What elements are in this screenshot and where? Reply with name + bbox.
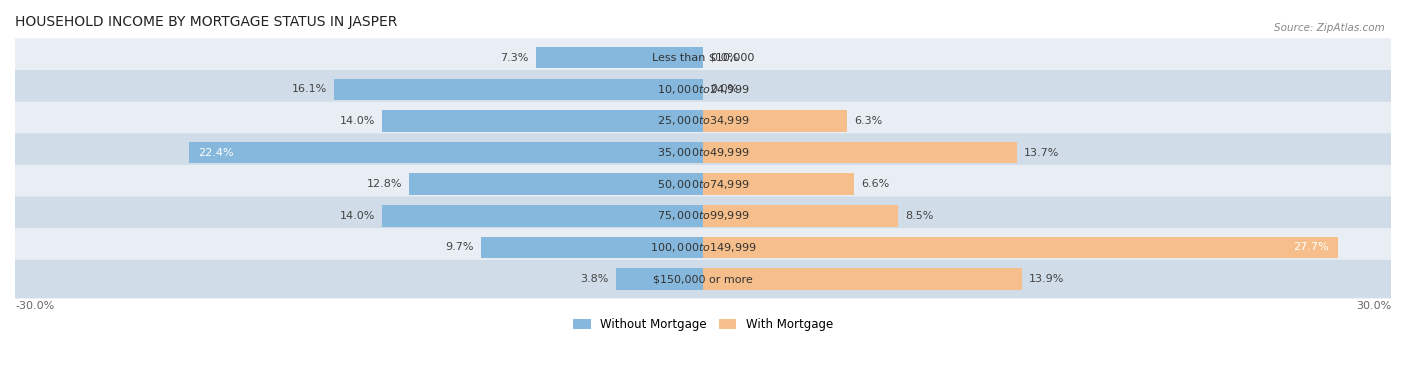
Text: 16.1%: 16.1% <box>291 84 326 94</box>
Bar <box>703 268 1022 290</box>
Bar <box>536 47 703 68</box>
Text: 8.5%: 8.5% <box>905 211 934 221</box>
Text: 3.8%: 3.8% <box>581 274 609 284</box>
FancyBboxPatch shape <box>4 102 1402 140</box>
Bar <box>333 79 703 100</box>
Text: 9.7%: 9.7% <box>446 242 474 253</box>
Text: $100,000 to $149,999: $100,000 to $149,999 <box>650 241 756 254</box>
Text: 27.7%: 27.7% <box>1294 242 1329 253</box>
FancyBboxPatch shape <box>4 165 1402 203</box>
Legend: Without Mortgage, With Mortgage: Without Mortgage, With Mortgage <box>568 313 838 336</box>
Text: $35,000 to $49,999: $35,000 to $49,999 <box>657 146 749 159</box>
FancyBboxPatch shape <box>4 39 1402 77</box>
Text: $150,000 or more: $150,000 or more <box>654 274 752 284</box>
Text: $75,000 to $99,999: $75,000 to $99,999 <box>657 209 749 222</box>
Text: 14.0%: 14.0% <box>340 116 375 126</box>
Text: 22.4%: 22.4% <box>198 147 233 158</box>
Bar <box>703 237 1339 258</box>
FancyBboxPatch shape <box>4 228 1402 267</box>
Text: $50,000 to $74,999: $50,000 to $74,999 <box>657 178 749 191</box>
Bar <box>382 110 703 132</box>
Bar <box>703 205 898 226</box>
FancyBboxPatch shape <box>4 70 1402 108</box>
Bar <box>382 205 703 226</box>
Text: 0.0%: 0.0% <box>710 84 738 94</box>
Text: 30.0%: 30.0% <box>1355 301 1391 311</box>
FancyBboxPatch shape <box>4 260 1402 298</box>
Text: 13.7%: 13.7% <box>1024 147 1060 158</box>
Text: $25,000 to $34,999: $25,000 to $34,999 <box>657 115 749 127</box>
Text: Source: ZipAtlas.com: Source: ZipAtlas.com <box>1274 23 1385 33</box>
Bar <box>703 110 848 132</box>
Text: 7.3%: 7.3% <box>501 53 529 63</box>
Text: HOUSEHOLD INCOME BY MORTGAGE STATUS IN JASPER: HOUSEHOLD INCOME BY MORTGAGE STATUS IN J… <box>15 15 398 29</box>
Bar <box>616 268 703 290</box>
FancyBboxPatch shape <box>4 133 1402 172</box>
Text: -30.0%: -30.0% <box>15 301 55 311</box>
Text: Less than $10,000: Less than $10,000 <box>652 53 754 63</box>
Text: 12.8%: 12.8% <box>367 179 402 189</box>
Text: 6.6%: 6.6% <box>862 179 890 189</box>
Text: 13.9%: 13.9% <box>1029 274 1064 284</box>
Text: 0.0%: 0.0% <box>710 53 738 63</box>
Bar <box>703 174 855 195</box>
Bar <box>409 174 703 195</box>
FancyBboxPatch shape <box>4 197 1402 235</box>
Bar <box>481 237 703 258</box>
Text: $10,000 to $24,999: $10,000 to $24,999 <box>657 83 749 96</box>
Text: 14.0%: 14.0% <box>340 211 375 221</box>
Bar <box>703 142 1017 163</box>
Text: 6.3%: 6.3% <box>855 116 883 126</box>
Bar <box>190 142 703 163</box>
